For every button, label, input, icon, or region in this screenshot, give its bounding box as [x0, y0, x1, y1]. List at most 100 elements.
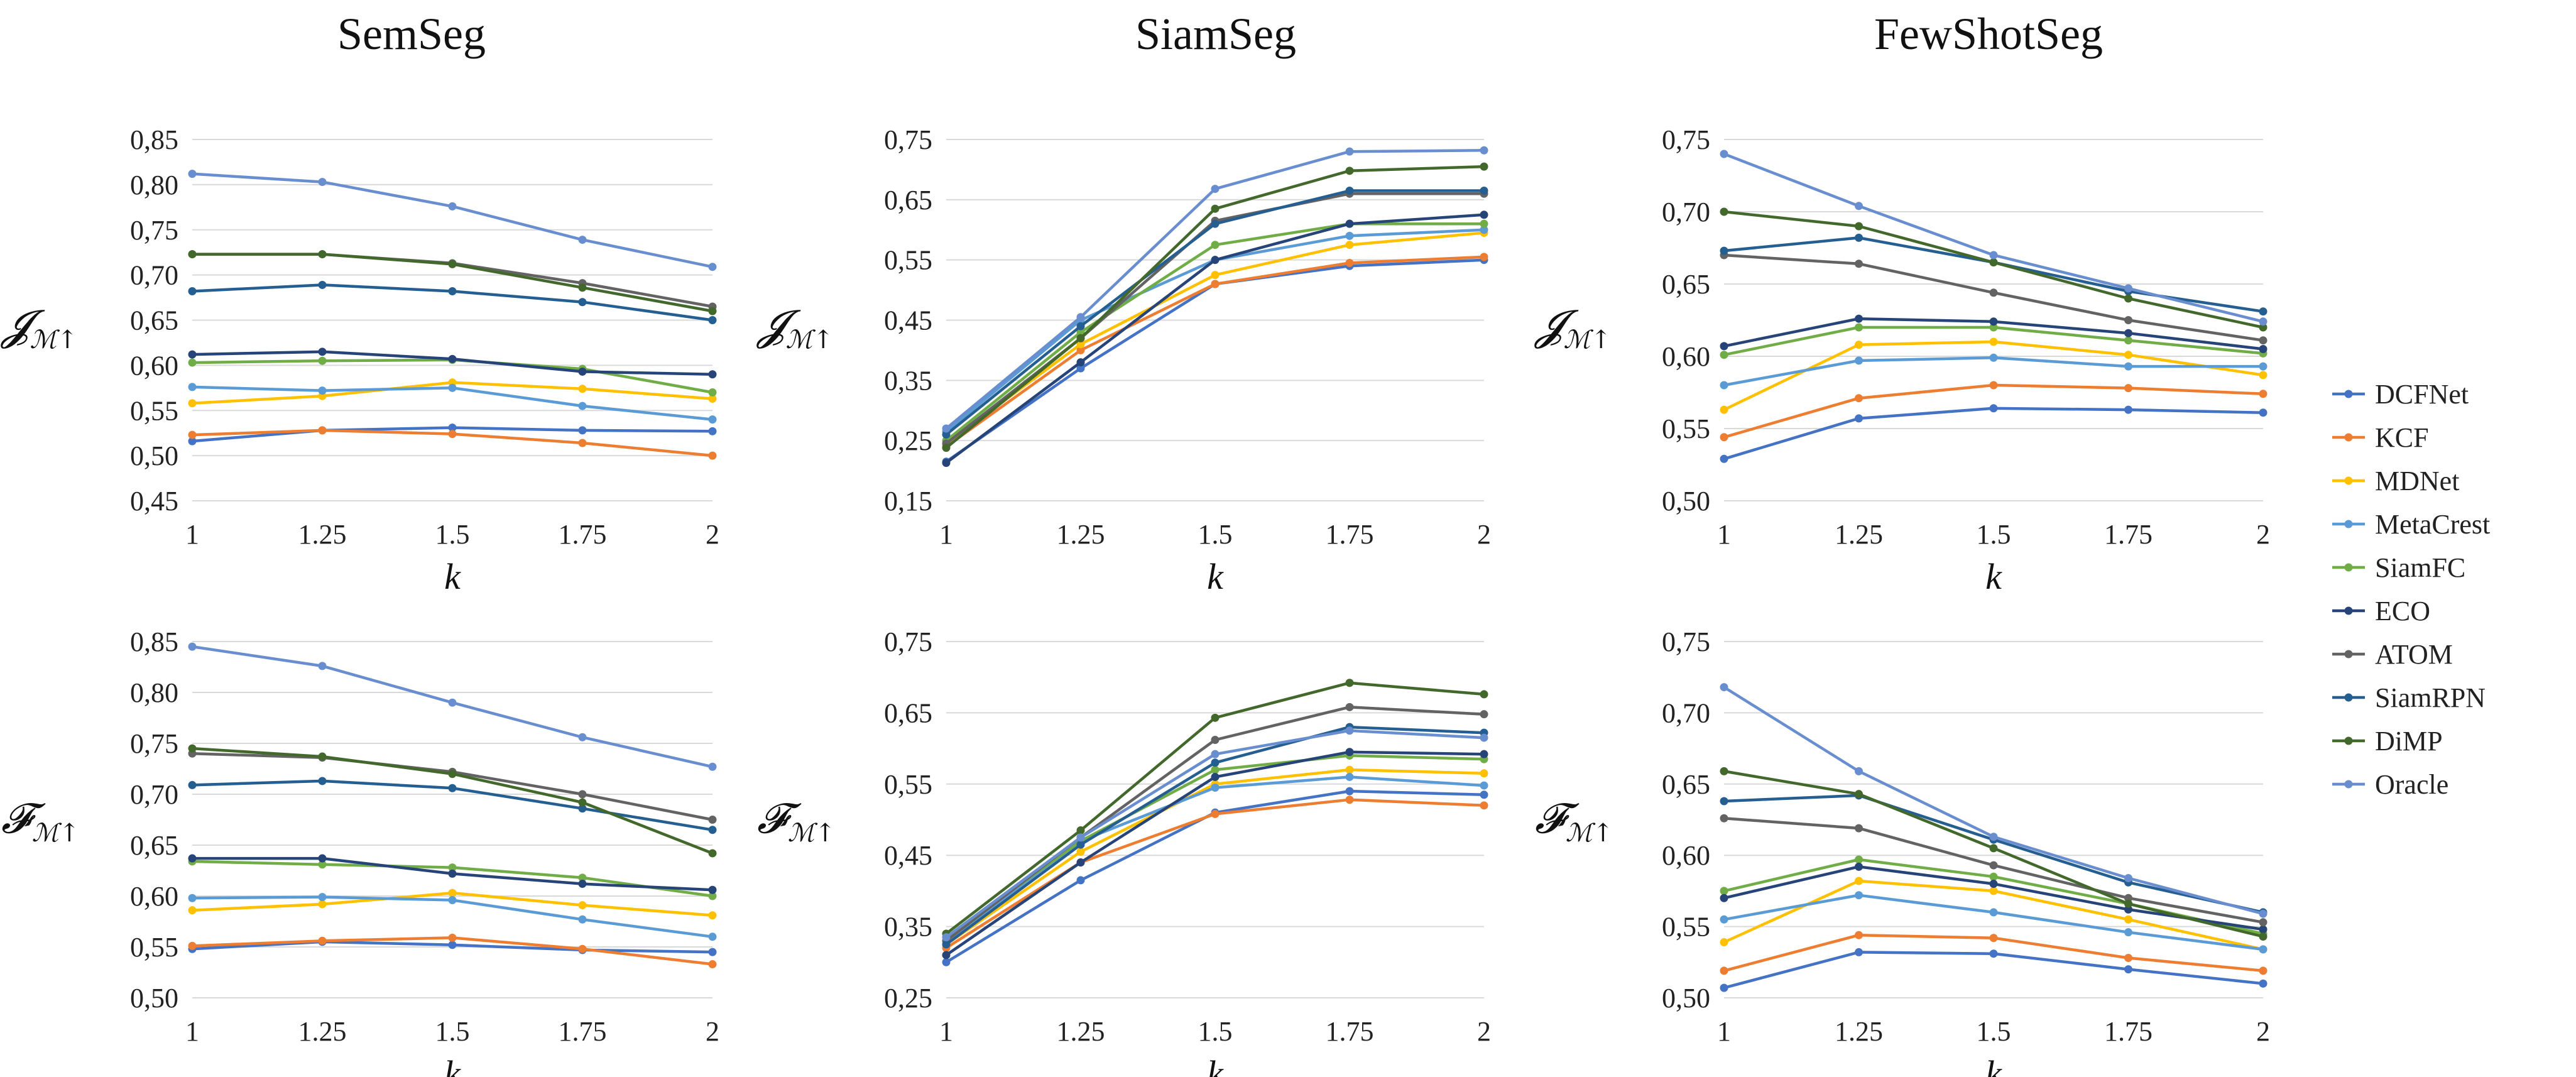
data-point-atom [1345, 703, 1354, 711]
data-point-oracle [1211, 185, 1220, 194]
data-point-atom [2259, 336, 2268, 345]
data-point-oracle [1855, 767, 1863, 775]
data-point-atom [1855, 260, 1863, 268]
data-point-oracle [1345, 147, 1354, 156]
x-tick-label: 2 [706, 1016, 719, 1047]
data-point-dcfnet [1076, 364, 1085, 373]
data-point-dimp [188, 250, 197, 259]
data-point-eco [942, 951, 951, 959]
y-tick-label: 0,70 [130, 260, 178, 291]
data-point-dimp [318, 752, 327, 761]
y-tick-label: 0,35 [884, 365, 932, 396]
data-point-dimp [1076, 334, 1085, 342]
x-tick-label: 2 [706, 519, 719, 550]
x-tick-label: 1.5 [435, 519, 470, 550]
chart-panel-2: 0,15 0,25 0,35 0,45 0,55 0,65 0,75 1 1.25 1.5 1.75… [756, 124, 1491, 597]
data-point-dcfnet [578, 426, 587, 435]
legend-item-mdnet: MDNet [2332, 466, 2459, 496]
data-point-dcfnet [1720, 983, 1728, 992]
legend-item-siamrpn: SiamRPN [2332, 682, 2486, 713]
data-point-kcf [1211, 809, 1220, 818]
legend-item-eco: ECO [2332, 596, 2430, 626]
y-tick-label: 0,15 [884, 486, 932, 517]
data-point-siamrpn [318, 777, 327, 785]
data-point-dimp [1989, 844, 1998, 853]
data-point-eco [1480, 750, 1488, 758]
data-point-atom [708, 816, 717, 824]
data-point-siamfc [1211, 765, 1220, 774]
y-axis-label: 𝓕ℳ↑ [757, 794, 836, 848]
data-point-metacrest [2259, 362, 2268, 371]
y-tick-label: 0,55 [1662, 413, 1710, 444]
y-tick-label: 0,55 [884, 769, 932, 800]
x-tick-label: 1 [185, 1016, 199, 1047]
data-point-siamfc [1720, 351, 1728, 359]
chart-panel-1: 0,45 0,50 0,55 0,60 0,65 0,70 0,75 0,80 0,85 1 1.2… [0, 124, 719, 597]
data-point-eco [1480, 210, 1488, 219]
data-point-kcf [1720, 966, 1728, 975]
data-point-oracle [1989, 833, 1998, 841]
data-point-oracle [188, 642, 197, 651]
y-tick-label: 0,65 [884, 697, 932, 728]
data-point-dcfnet [708, 427, 717, 435]
data-point-mdnet [578, 385, 587, 393]
y-tick-label: 0,70 [130, 779, 178, 810]
data-point-dimp [1211, 713, 1220, 722]
y-axis-label: 𝓙ℳ↑ [1534, 301, 1612, 354]
data-point-atom [1989, 288, 1998, 297]
data-point-siamfc [708, 892, 717, 900]
series-line-kcf [945, 798, 1485, 949]
data-point-metacrest [708, 932, 717, 941]
y-tick-label: 0,65 [1662, 269, 1710, 300]
x-tick-label: 1.75 [559, 1016, 607, 1047]
data-point-siamrpn [448, 784, 457, 792]
data-point-eco [1345, 748, 1354, 757]
data-point-dcfnet [1989, 949, 1998, 958]
y-tick-label: 0,45 [884, 840, 932, 871]
y-tick-label: 0,35 [884, 912, 932, 943]
data-point-metacrest [188, 383, 197, 391]
series-line-dimp [192, 746, 713, 855]
y-tick-label: 0,55 [884, 245, 932, 276]
y-tick-label: 0,25 [884, 983, 932, 1014]
data-point-eco [1211, 256, 1220, 265]
data-point-oracle [1345, 726, 1354, 735]
x-tick-label: 2 [1477, 519, 1491, 550]
data-point-metacrest [1480, 226, 1488, 234]
data-point-oracle [708, 762, 717, 771]
x-axis-label: k [1985, 1053, 2002, 1077]
legend-item-kcf: KCF [2332, 422, 2429, 453]
y-tick-label: 0,75 [884, 124, 932, 155]
data-point-dimp [1211, 204, 1220, 213]
data-point-eco [2124, 329, 2132, 337]
data-point-siamrpn [188, 287, 197, 295]
data-point-dcfnet [1855, 948, 1863, 956]
data-point-dcfnet [2124, 405, 2132, 414]
data-point-dimp [1076, 826, 1085, 835]
data-point-siamrpn [578, 804, 587, 813]
series-line-mdnet [945, 768, 1485, 946]
data-point-metacrest [708, 415, 717, 424]
legend-label: MDNet [2375, 466, 2459, 496]
data-point-metacrest [578, 915, 587, 924]
data-point-eco [1345, 219, 1354, 228]
data-point-mdnet [188, 906, 197, 915]
data-point-siamrpn [1720, 797, 1728, 806]
x-axis-label: k [1985, 556, 2002, 597]
data-point-oracle [1076, 313, 1085, 322]
y-tick-label: 0,50 [1662, 486, 1710, 517]
data-point-oracle [2124, 284, 2132, 293]
data-point-siamfc [1855, 323, 1863, 332]
data-point-eco [2124, 905, 2132, 914]
x-axis-label: k [444, 1053, 461, 1077]
data-point-siamrpn [1076, 840, 1085, 849]
data-point-siamfc [1480, 219, 1488, 228]
data-point-siamrpn [1211, 219, 1220, 228]
data-point-metacrest [2124, 928, 2132, 937]
x-tick-label: 1.5 [1977, 1016, 2011, 1047]
data-point-siamrpn [708, 826, 717, 834]
data-point-siamfc [1720, 887, 1728, 895]
data-point-eco [708, 885, 717, 894]
y-tick-label: 0,50 [130, 983, 178, 1014]
